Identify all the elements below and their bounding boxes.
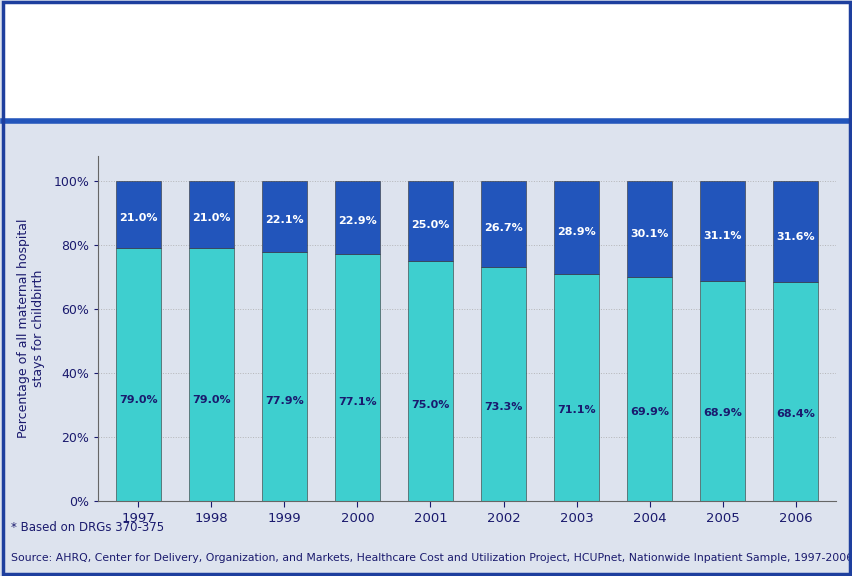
Text: ★: ★ (24, 45, 49, 73)
Text: 22.9%: 22.9% (337, 217, 377, 226)
Text: 31.6%: 31.6% (775, 232, 815, 242)
Bar (188, 248, 233, 501)
Bar (699, 281, 745, 501)
Text: 75.0%: 75.0% (411, 400, 449, 410)
Bar (334, 255, 380, 501)
Bar (262, 181, 307, 252)
Legend: Vaginal birth, C-section: Vaginal birth, C-section (326, 97, 607, 121)
Bar (626, 181, 671, 278)
Bar (699, 181, 745, 281)
Bar (772, 181, 817, 282)
Bar (188, 181, 233, 248)
Text: 21.0%: 21.0% (119, 213, 158, 223)
Text: 28.9%: 28.9% (556, 227, 596, 237)
Text: 22.1%: 22.1% (265, 215, 303, 225)
Text: 31.1%: 31.1% (703, 231, 741, 241)
Text: 77.9%: 77.9% (265, 396, 303, 407)
Y-axis label: Percentage of all maternal hospital
stays for childbirth: Percentage of all maternal hospital stay… (17, 218, 45, 438)
Text: AHRQ: AHRQ (78, 28, 126, 43)
Text: 79.0%: 79.0% (118, 395, 158, 405)
Bar (262, 252, 307, 501)
Text: 30.1%: 30.1% (630, 229, 668, 239)
Bar (66, 6, 139, 112)
Bar (772, 282, 817, 501)
Bar (626, 278, 671, 501)
Text: 69.9%: 69.9% (630, 407, 668, 416)
Text: 68.4%: 68.4% (775, 408, 815, 419)
Bar (116, 181, 161, 248)
Bar (116, 248, 161, 501)
Bar (481, 267, 526, 501)
Text: 73.3%: 73.3% (484, 402, 522, 412)
Text: Advancing
Excellence in
Health Care: Advancing Excellence in Health Care (78, 62, 125, 82)
Bar (481, 181, 526, 267)
Text: 77.1%: 77.1% (337, 397, 377, 407)
Text: 21.0%: 21.0% (192, 213, 230, 223)
Bar (407, 181, 452, 261)
Text: 25.0%: 25.0% (411, 220, 449, 230)
Text: 26.7%: 26.7% (484, 223, 522, 233)
Bar (553, 181, 599, 274)
Text: 79.0%: 79.0% (192, 395, 230, 405)
Text: 71.1%: 71.1% (556, 405, 596, 415)
Bar (553, 274, 599, 501)
Text: 68.9%: 68.9% (702, 408, 741, 418)
Bar (334, 181, 380, 255)
Text: Source: AHRQ, Center for Delivery, Organization, and Markets, Healthcare Cost an: Source: AHRQ, Center for Delivery, Organ… (11, 553, 852, 563)
Text: AHRQ: AHRQ (78, 28, 126, 43)
Text: Figure 1. During the last decade, the rate of C-sections
grew 51 percent from 21: Figure 1. During the last decade, the ra… (244, 30, 745, 89)
Bar (407, 261, 452, 501)
Bar (7, 6, 66, 112)
Text: Advancing
Excellence in
Health Care: Advancing Excellence in Health Care (78, 62, 125, 82)
Text: * Based on DRGs 370-375: * Based on DRGs 370-375 (11, 521, 164, 535)
